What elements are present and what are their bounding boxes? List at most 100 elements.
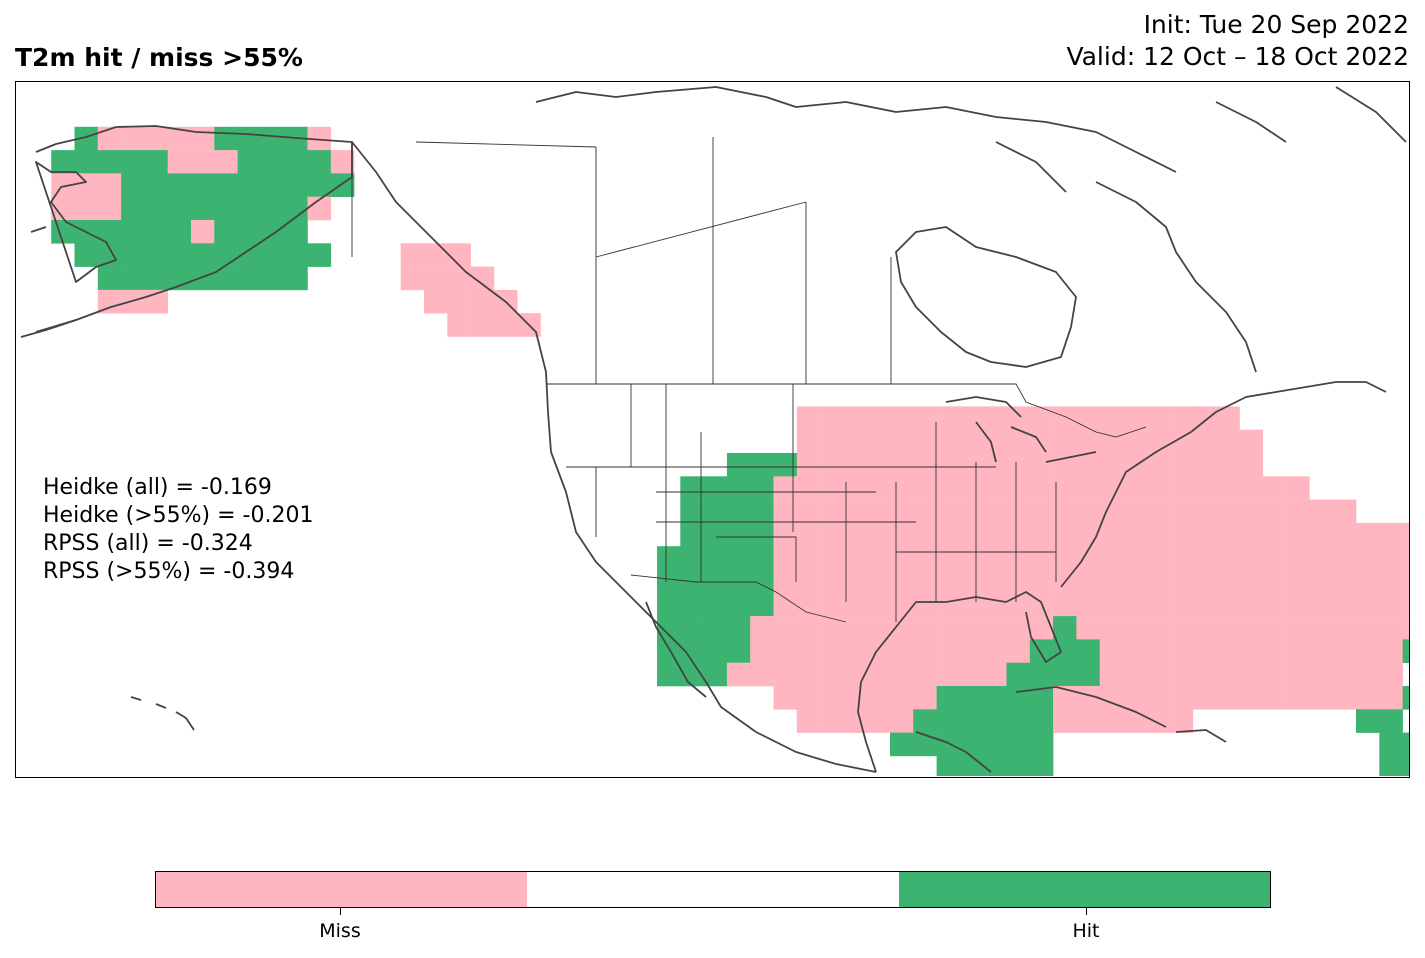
miss-cell [167, 126, 192, 151]
miss-cell [1192, 522, 1217, 547]
miss-cell [1216, 429, 1240, 454]
hit-cell [726, 522, 751, 547]
miss-cell [959, 569, 984, 594]
miss-cell [1053, 476, 1077, 500]
miss-cell [1286, 476, 1310, 500]
colorbar-label-miss: Miss [319, 920, 361, 942]
hit-cell [750, 476, 774, 500]
miss-cell [843, 406, 867, 430]
miss-cell [773, 546, 798, 570]
miss-cell [1286, 616, 1310, 640]
miss-cell [843, 639, 867, 663]
hit-cell [121, 173, 145, 197]
miss-cell [820, 476, 844, 500]
miss-cell [866, 686, 891, 710]
hit-cell [726, 453, 751, 477]
miss-cell [97, 173, 122, 197]
miss-cell [1076, 453, 1100, 477]
us-mexico-border [630, 574, 847, 623]
miss-cell [1286, 522, 1310, 547]
miss-cell [1216, 569, 1240, 594]
hit-cell [74, 150, 99, 174]
hit-cell [167, 243, 192, 267]
hit-cell [750, 499, 774, 524]
miss-cell [890, 499, 914, 524]
hit-cell [726, 569, 751, 594]
miss-cell [913, 592, 937, 617]
miss-cell [890, 546, 914, 570]
map-frame [15, 81, 1410, 778]
miss-cell [866, 453, 891, 477]
miss-cell [866, 616, 891, 640]
hit-cell [913, 732, 937, 757]
miss-cell [1262, 546, 1287, 570]
rpss-all: RPSS (all) = -0.324 [43, 531, 253, 556]
hit-miss-grid [51, 126, 1409, 776]
miss-cell [447, 243, 471, 267]
miss-cell [1123, 616, 1147, 640]
miss-cell [796, 499, 821, 524]
province-borders [415, 137, 892, 384]
miss-cell [1309, 662, 1333, 687]
miss-cell [1099, 616, 1124, 640]
hit-cell [703, 499, 728, 524]
miss-cell [1076, 546, 1100, 570]
miss-cell [820, 522, 844, 547]
miss-cell [1146, 453, 1170, 477]
miss-cell [796, 453, 821, 477]
colorbar-miss [156, 872, 528, 907]
miss-cell [1379, 569, 1403, 594]
miss-cell [1216, 686, 1240, 710]
hit-cell [983, 709, 1007, 733]
political-borders [351, 137, 1147, 623]
hit-cell [657, 569, 681, 594]
miss-cell [1262, 569, 1287, 594]
hit-cell [284, 173, 308, 197]
miss-cell [983, 406, 1007, 430]
miss-cell [1309, 616, 1333, 640]
miss-cell [1239, 639, 1264, 663]
heidke-55: Heidke (>55%) = -0.201 [43, 503, 314, 528]
hit-cell [260, 173, 285, 197]
hit-cell [214, 196, 238, 221]
miss-cell [1216, 592, 1240, 617]
hit-cell [121, 266, 145, 291]
miss-cell [1379, 592, 1403, 617]
miss-cell [1029, 476, 1054, 500]
miss-cell [959, 522, 984, 547]
miss-cell [1006, 639, 1031, 663]
hit-cell [284, 220, 308, 244]
miss-cell [796, 709, 821, 733]
miss-cell [959, 476, 984, 500]
miss-cell [1379, 616, 1403, 640]
miss-cell [214, 150, 238, 174]
miss-cell [1169, 569, 1194, 594]
hit-cell [1379, 709, 1403, 733]
hit-cell [983, 755, 1007, 776]
hit-cell [959, 755, 984, 776]
hit-cell [936, 686, 961, 710]
baja [645, 601, 707, 698]
miss-cell [796, 406, 821, 430]
miss-cell [1006, 476, 1031, 500]
miss-cell [1146, 686, 1170, 710]
miss-cell [796, 569, 821, 594]
hit-cell [913, 709, 937, 733]
miss-cell [796, 429, 821, 454]
hit-cell [307, 243, 332, 267]
miss-cell [820, 569, 844, 594]
miss-cell [936, 453, 961, 477]
miss-cell [1192, 406, 1217, 430]
miss-cell [796, 592, 821, 617]
miss-cell [1169, 686, 1194, 710]
miss-cell [773, 639, 798, 663]
miss-cell [1099, 709, 1124, 733]
miss-cell [1402, 569, 1409, 594]
miss-cell [1402, 522, 1409, 547]
miss-cell [51, 196, 75, 221]
miss-cell [1309, 639, 1333, 663]
hit-cell [167, 220, 192, 244]
miss-cell [1029, 453, 1054, 477]
hawaii [130, 696, 195, 731]
miss-cell [959, 546, 984, 570]
